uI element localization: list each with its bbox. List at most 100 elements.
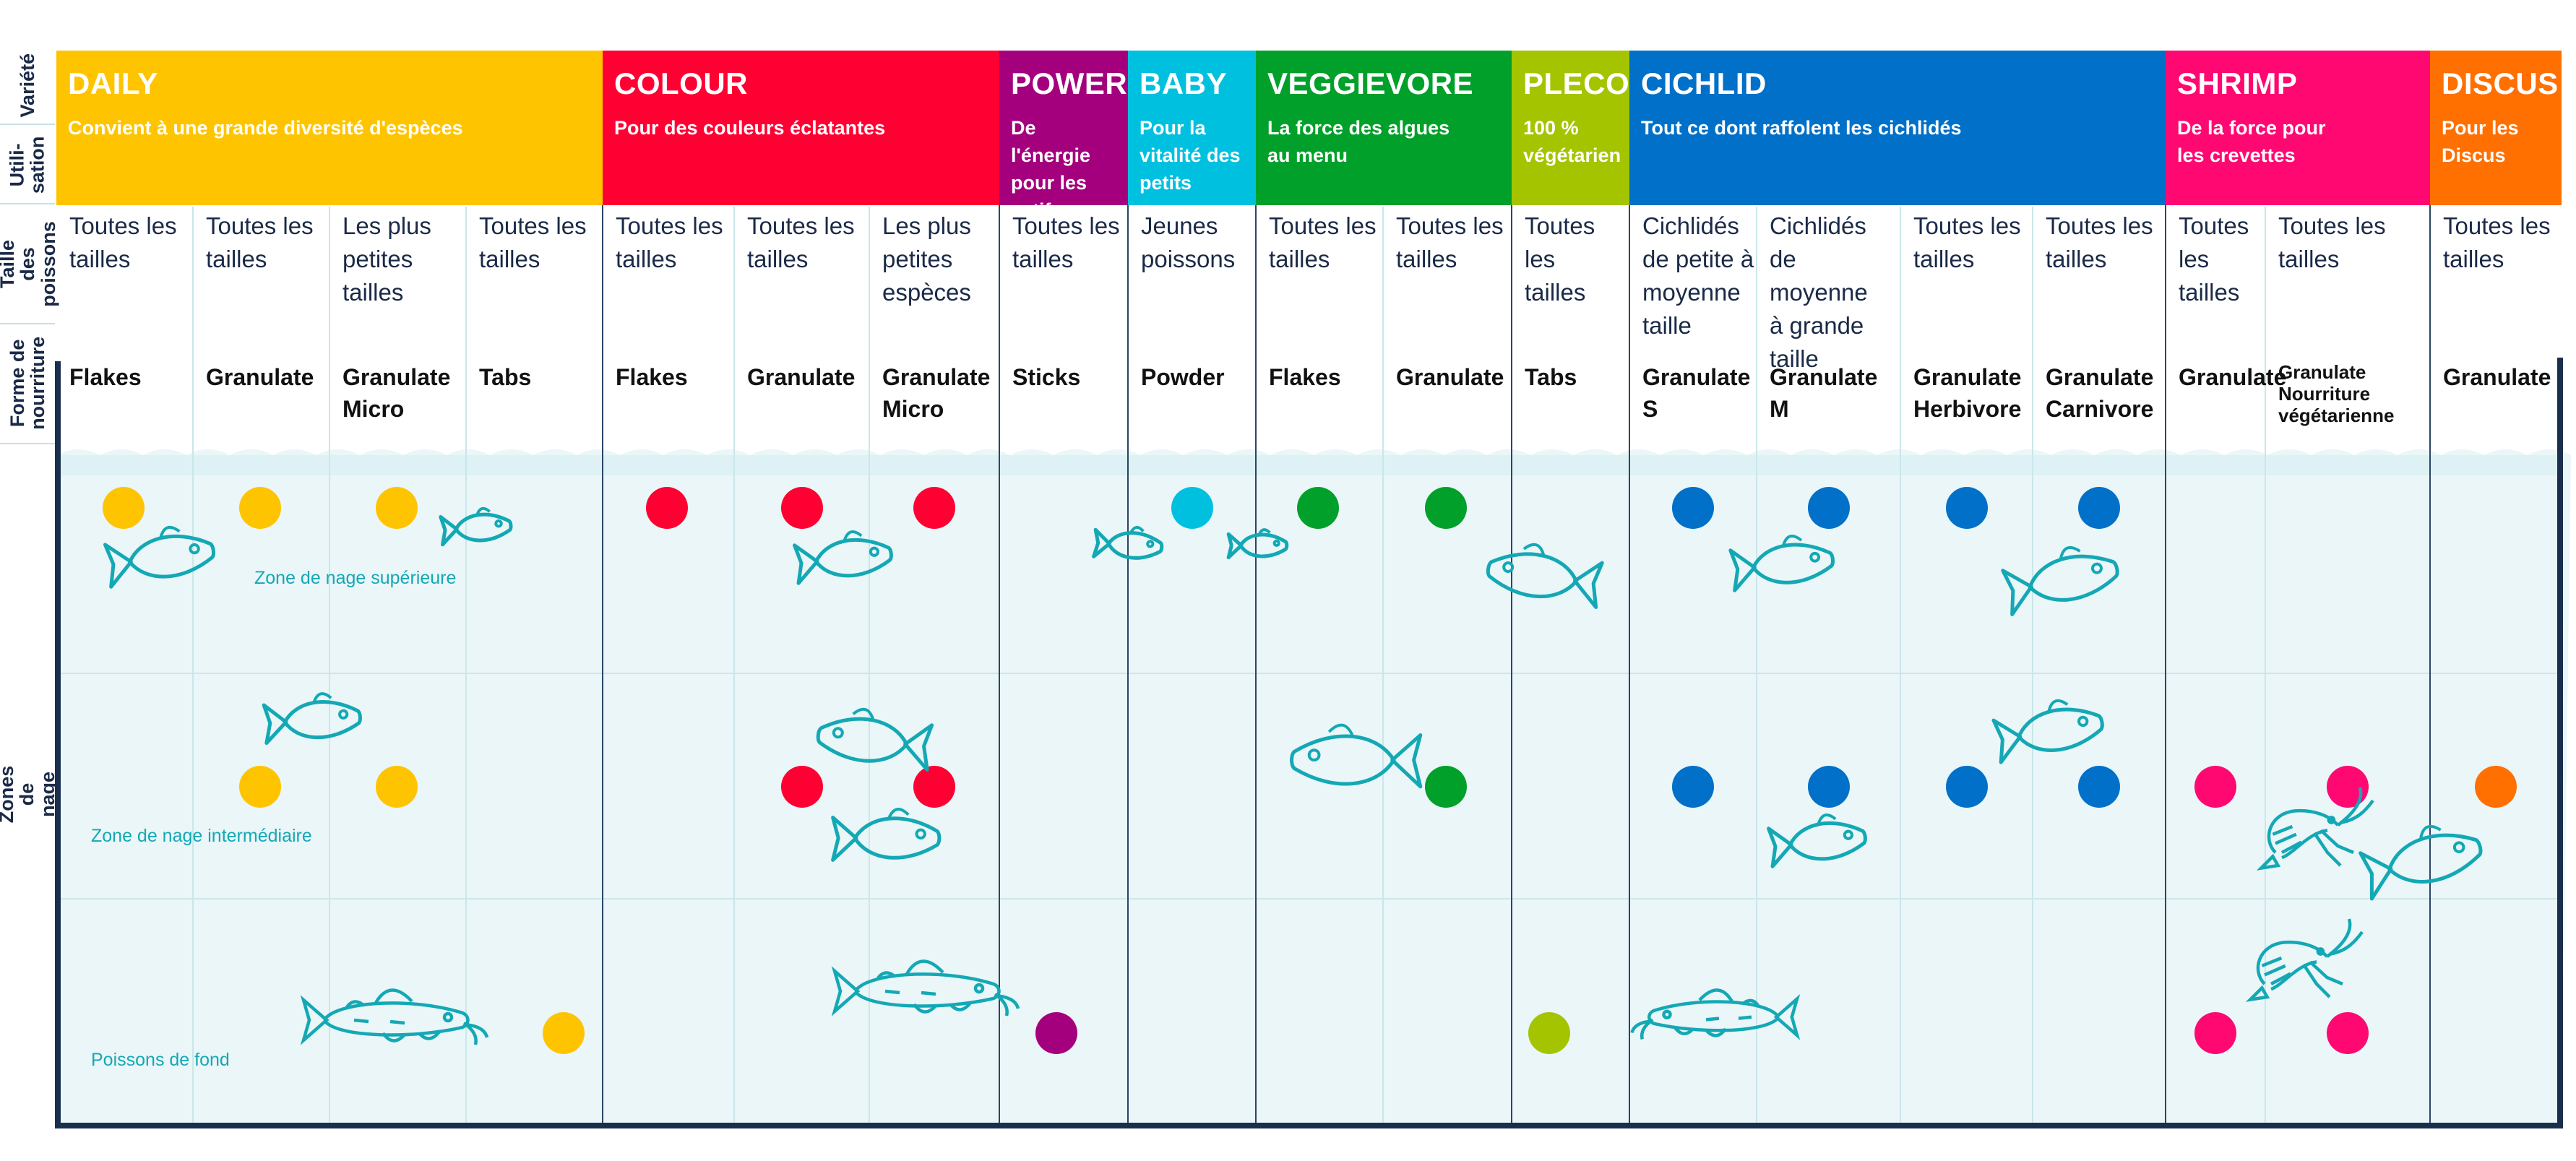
food-form-cell: Granulate (2443, 364, 2551, 390)
zone-label-top: Zone de nage supérieure (254, 568, 457, 588)
fish-icon (1092, 525, 1164, 560)
product-header-veggievore: VEGGIEVORE La force des algues au menu (1256, 51, 1512, 205)
zone-dot-bottom (542, 1012, 585, 1054)
zone-dot-top (1171, 487, 1213, 529)
zone-dot-top (780, 487, 823, 529)
zone-dot-bottom (2194, 1012, 2236, 1054)
zone-dot-middle (1945, 766, 1988, 808)
water-area (56, 449, 2571, 1124)
fish-size-cell: Cichlidés de petite à moyenne taille (1642, 212, 1754, 339)
product-name: COLOUR (614, 66, 748, 100)
catfish-icon (300, 988, 489, 1045)
food-form-cell: Granulate M (1770, 364, 1878, 422)
product-name: DISCUS (2442, 66, 2559, 100)
zone-dot-middle (2194, 766, 2236, 808)
product-header-cichlid: CICHLID Tout ce dont raffolent les cichli… (1629, 51, 2166, 205)
food-form-cell: Granulate Micro (343, 364, 451, 422)
food-form-cell: Tabs (1525, 364, 1577, 390)
food-form-cell: Flakes (1269, 364, 1341, 390)
fish-icon (2001, 545, 2119, 616)
product-usage: La force des algues au menu (1267, 117, 1450, 166)
catfish-icon (1630, 988, 1801, 1040)
zone-dot-top (1297, 487, 1339, 529)
product-usage: Convient à une grande diversité d'espèce… (68, 117, 463, 139)
product-usage: De l'énergie pour les actifs (1011, 117, 1090, 221)
fish-icon (1226, 528, 1289, 560)
zone-dot-top (646, 487, 688, 529)
food-form-cell: Granulate (747, 364, 856, 390)
zone-dot-top (2078, 487, 2120, 529)
food-form-cell: Granulate (1396, 364, 1504, 390)
zone-dot-top (1807, 487, 1850, 529)
fish-size-cell: Les plus petites tailles (343, 212, 431, 306)
product-name: BABY (1140, 66, 1228, 100)
product-usage: Pour la vitalité des petits (1140, 117, 1241, 194)
zone-dot-middle (913, 766, 955, 808)
zone-dot-top (1945, 487, 1988, 529)
fish-icon (262, 692, 362, 746)
product-header-baby: BABY Pour la vitalité des petits (1128, 51, 1256, 205)
zone-dot-middle (1807, 766, 1850, 808)
zone-dot-bottom (1035, 1012, 1077, 1054)
fish-icon (1991, 699, 2104, 764)
product-usage: Pour les Discus (2442, 117, 2519, 166)
fish-size-cell: Toutes les tailles (479, 212, 587, 272)
product-name: PLECO (1523, 66, 1630, 100)
fish-icon (1290, 723, 1423, 789)
fish-size-cell: Toutes les tailles (747, 212, 855, 272)
zone-dot-top (375, 487, 418, 529)
fish-size-cell: Toutes les tailles (1012, 212, 1120, 272)
product-name: CICHLID (1641, 66, 1767, 100)
tank-frame (55, 358, 2563, 1128)
fish-icon (1767, 813, 1867, 868)
food-form-cell: Flakes (616, 364, 688, 390)
zone-dot-bottom (1528, 1012, 1570, 1054)
food-form-cell: Granulate (2179, 364, 2287, 390)
food-form-cell: Granulate Micro (882, 364, 991, 422)
fish-size-cell: Toutes les tailles (616, 212, 723, 272)
product-header-colour: COLOUR Pour des couleurs éclatantes (603, 51, 999, 205)
fish-icon (816, 707, 934, 772)
food-form-cell: Sticks (1012, 364, 1081, 390)
product-header-power: POWER De l'énergie pour les actifs (999, 51, 1128, 221)
fish-size-cell: Toutes les tailles (2046, 212, 2153, 272)
product-name: DAILY (68, 66, 158, 100)
fish-size-cell: Toutes les tailles (1269, 212, 1377, 272)
fish-size-cell: Toutes les tailles (69, 212, 177, 272)
fish-size-cell: Toutes les tailles (2278, 212, 2386, 272)
zone-label-middle: Zone de nage intermédiaire (91, 826, 312, 846)
fish-size-cell: Toutes les tailles (2443, 212, 2551, 272)
food-form-cell: Granulate Carnivore (2046, 364, 2154, 422)
zone-dot-top (1425, 487, 1467, 529)
zone-dot-top (913, 487, 955, 529)
shrimp-icon (2245, 918, 2364, 1002)
zone-dot-middle (780, 766, 823, 808)
product-usage: Pour des couleurs éclatantes (614, 117, 886, 139)
product-usage: 100 % végétarien (1523, 117, 1621, 166)
food-form-cell: Granulate (206, 364, 314, 390)
catfish-icon (831, 959, 1020, 1017)
fish-icon (793, 530, 893, 585)
fish-size-cell: Toutes les tailles (206, 212, 314, 272)
food-form-cell: Granulate S (1642, 364, 1751, 422)
zone-dot-middle (2078, 766, 2120, 808)
zone-dot-bottom (2327, 1012, 2369, 1054)
food-form-cell: Granulate Herbivore (1913, 364, 2022, 422)
fish-size-cell: Toutes les tailles (2179, 212, 2249, 306)
food-form-cell: Granulate Nourriture végétarienne (2278, 361, 2395, 426)
fish-icon (103, 525, 215, 589)
zone-dot-top (102, 487, 145, 529)
fish-size-cell: Toutes les tailles (1396, 212, 1504, 272)
zone-dot-middle (375, 766, 418, 808)
product-name: VEGGIEVORE (1267, 66, 1474, 100)
fish-size-cell: Toutes les tailles (1525, 212, 1595, 306)
fish-size-cell: Les plus petites espèces (882, 212, 971, 306)
food-form-cell: Tabs (479, 364, 532, 390)
product-name: POWER (1011, 66, 1128, 100)
fish-icon (2359, 824, 2483, 901)
fish-size-cell: Toutes les tailles (1913, 212, 2021, 272)
product-name: SHRIMP (2177, 66, 2298, 100)
